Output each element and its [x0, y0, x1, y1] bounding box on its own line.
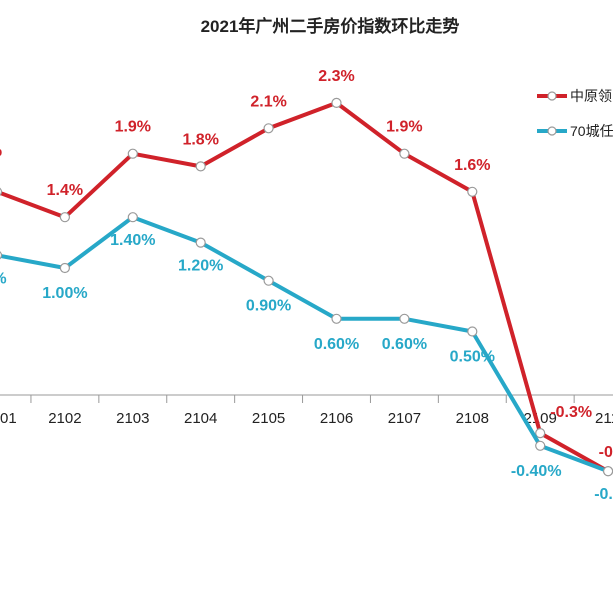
data-label: -0.40%: [511, 463, 562, 480]
data-label: 1.40%: [110, 232, 155, 249]
x-tick-label: 01: [0, 410, 17, 427]
data-label: 2.3%: [318, 68, 354, 85]
data-point: [399, 148, 410, 159]
x-tick-label: 2102: [48, 410, 81, 427]
data-label: -0.6: [594, 486, 613, 503]
data-point: [603, 466, 613, 477]
data-point: [263, 275, 274, 286]
x-tick-label: 2105: [252, 410, 285, 427]
legend-marker: [547, 126, 557, 136]
series-line: [0, 215, 611, 474]
x-tick-label: 2106: [320, 410, 353, 427]
data-label: 1.20%: [178, 258, 223, 275]
data-point: [331, 97, 342, 109]
x-tick-label: 2107: [388, 410, 421, 427]
data-point: [535, 440, 546, 451]
data-label: 0%: [0, 270, 7, 287]
data-label: 1.9%: [115, 119, 151, 136]
data-point: [535, 428, 546, 439]
data-label: 0.50%: [450, 349, 495, 366]
data-label: 0.60%: [382, 336, 427, 353]
data-point: [263, 123, 274, 134]
data-point: [331, 313, 342, 324]
data-label: 2.1%: [250, 93, 286, 110]
data-point: [127, 148, 138, 159]
legend-marker: [547, 91, 557, 101]
data-point: [0, 187, 3, 196]
data-point: [59, 212, 71, 223]
data-point: [127, 212, 138, 223]
x-axis: 01 2102 2103 2104 2105 2106 2107 2108 2109 211: [0, 394, 613, 427]
data-label: 1.4%: [47, 182, 83, 199]
data-point: [399, 313, 410, 324]
series-layer: [0, 97, 613, 477]
x-tick-label: 2103: [116, 410, 149, 427]
data-point: [59, 262, 71, 274]
data-label: 1.8%: [182, 131, 218, 148]
data-label: 1.6%: [454, 157, 490, 174]
data-point: [195, 237, 206, 248]
data-point: [467, 186, 478, 197]
x-tick-label: 2104: [184, 410, 217, 427]
legend-label: 中原领: [570, 88, 612, 104]
data-point: [467, 326, 478, 337]
data-point: [195, 161, 206, 172]
series-line: [0, 100, 611, 474]
legend: 中原领 70城任: [537, 88, 613, 139]
data-labels: % 1.4% 1.9% 1.8% 2.1% 2.3% 1.9% 1.6% -0.3% -0. 0% 1…: [0, 68, 613, 503]
data-label: -0.3%: [550, 404, 592, 421]
legend-label: 70城任: [570, 123, 613, 139]
data-label: 1.9%: [386, 119, 422, 136]
data-label: %: [0, 143, 2, 160]
data-label: -0.: [599, 444, 613, 461]
data-point: [0, 251, 3, 260]
chart-title: 2021年广州二手房价指数环比走势: [201, 16, 460, 36]
x-tick-label: 2108: [456, 410, 489, 427]
x-tick-label: 211: [595, 410, 613, 427]
x-tick-label: 2109: [524, 410, 557, 427]
data-label: 0.90%: [246, 298, 291, 315]
data-label: 1.00%: [42, 285, 87, 302]
data-label: 0.60%: [314, 336, 359, 353]
